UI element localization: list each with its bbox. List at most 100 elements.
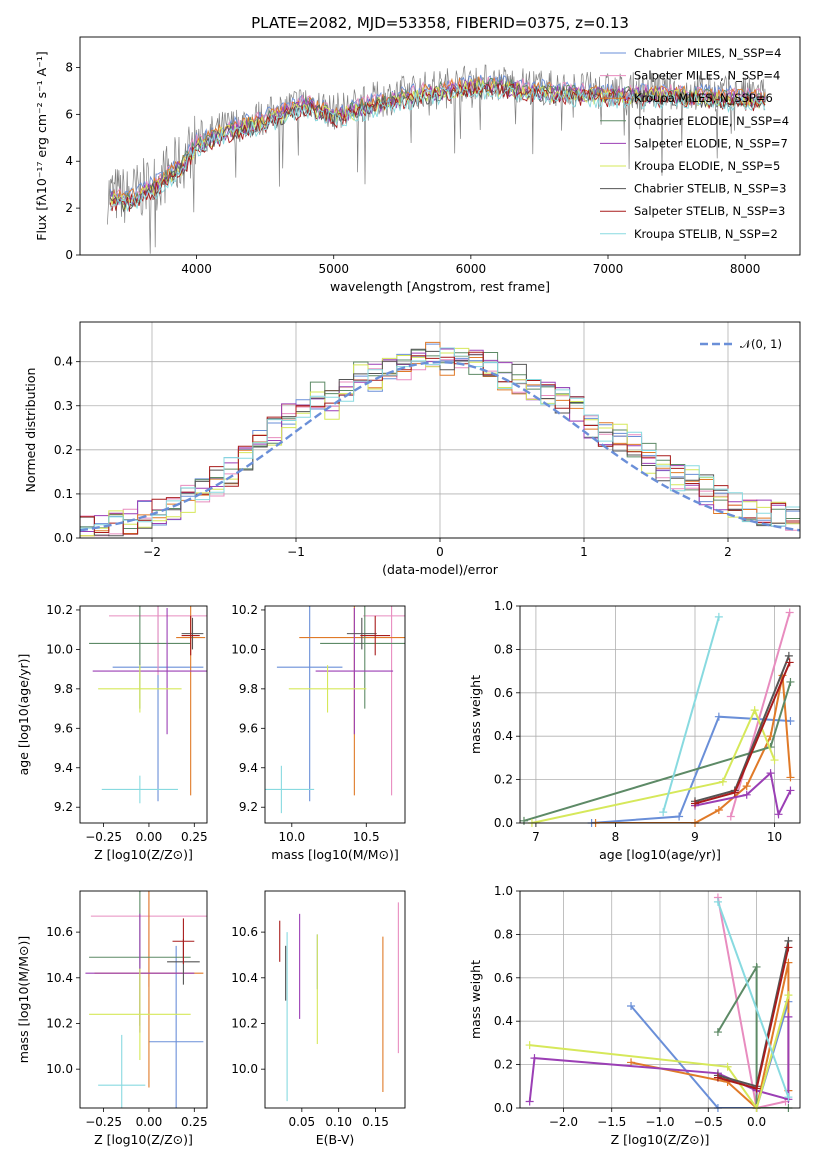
legend-label: Kroupa MILES, N_SSP=6: [634, 91, 773, 105]
weight-marker: [766, 769, 775, 778]
model-spectrum: [110, 76, 766, 206]
model-spectrum: [109, 78, 766, 211]
weight-marker: [784, 1012, 793, 1021]
weight-series: [591, 715, 791, 823]
y-tick-label: 0.2: [494, 773, 513, 787]
y-tick-label: 8: [65, 60, 73, 74]
y-tick-label: 9.4: [54, 761, 73, 775]
x-axis-label: (data-model)/error: [382, 562, 499, 577]
x-axis-label: Z [log10(Z/Z⊙)]: [94, 1132, 193, 1147]
y-tick-label: 0.4: [494, 729, 513, 743]
axes-frame: [519, 890, 801, 1109]
y-tick-label: 0.4: [494, 1014, 513, 1028]
legend-label: Chabrier MILES, N_SSP=4: [634, 46, 781, 60]
x-tick-label: −0.25: [85, 1115, 122, 1129]
x-tick-label: 1: [580, 545, 588, 559]
y-tick-label: 2: [65, 201, 73, 215]
y-axis-label: age [log10(age/yr)]: [16, 654, 31, 776]
x-axis-label: E(B-V): [316, 1132, 355, 1147]
weight-marker: [742, 782, 751, 791]
x-tick-label: 0.25: [181, 1115, 208, 1129]
weight-marker: [786, 717, 795, 726]
x-tick-label: 8: [612, 830, 620, 844]
axes-frame: [264, 605, 406, 824]
legend-label: 𝒩(0, 1): [740, 337, 782, 351]
x-tick-label: 0.25: [181, 830, 208, 844]
y-axis-label: Normed distribution: [23, 368, 38, 493]
legend-label: Kroupa ELODIE, N_SSP=5: [634, 159, 780, 173]
y-tick-label: 10.4: [231, 971, 258, 985]
axes-frame: [519, 605, 801, 824]
weight-marker: [675, 812, 684, 821]
weight-marker: [627, 1058, 636, 1067]
y-tick-label: 9.8: [54, 682, 73, 696]
weight-series: [716, 901, 790, 1098]
y-tick-label: 9.2: [239, 800, 258, 814]
x-tick-label: 10: [767, 830, 782, 844]
y-axis-label: Flux [fλ10⁻¹⁷ erg cm⁻² s⁻¹ A⁻¹]: [34, 51, 49, 240]
x-axis-label: Z [log10(Z/Z⊙)]: [94, 847, 193, 862]
y-tick-label: 10.6: [46, 925, 73, 939]
weight-marker: [714, 612, 723, 621]
x-tick-label: 7000: [593, 262, 624, 276]
panel-3: [261, 609, 367, 827]
weight-series: [630, 962, 790, 1108]
weight-series: [717, 963, 789, 1108]
weight-marker: [627, 1002, 636, 1011]
x-tick-label: −1.5: [597, 1115, 626, 1129]
y-tick-label: 10.0: [46, 642, 73, 656]
x-axis-label: age [log10(age/yr)]: [599, 847, 721, 862]
y-tick-label: 0.0: [494, 816, 513, 830]
y-tick-label: 0.6: [494, 686, 513, 700]
y-tick-label: 10.2: [46, 603, 73, 617]
x-tick-label: 10.5: [353, 830, 380, 844]
weight-marker: [519, 816, 528, 825]
panel-5: [76, 931, 195, 1112]
x-tick-label: 0.05: [288, 1115, 315, 1129]
x-tick-label: −1: [287, 545, 305, 559]
weight-marker: [786, 677, 795, 686]
weight-marker: [691, 799, 699, 808]
weight-marker: [525, 1097, 534, 1106]
weight-marker: [784, 651, 793, 660]
axes-frame: [79, 890, 208, 1109]
weight-marker: [774, 810, 783, 819]
weight-series: [662, 616, 720, 813]
x-axis-label: mass [log10(M/M⊙)]: [271, 847, 399, 862]
weight-marker: [752, 962, 761, 971]
y-tick-label: 10.0: [46, 1062, 73, 1076]
legend-label: Salpeter STELIB, N_SSP=3: [634, 204, 785, 218]
y-tick-label: 0.3: [54, 399, 73, 413]
weight-marker: [713, 1073, 722, 1082]
weight-marker: [786, 773, 795, 782]
y-tick-label: 0.2: [494, 1058, 513, 1072]
y-tick-label: 0.1: [54, 487, 73, 501]
weight-marker: [742, 790, 751, 799]
weight-marker: [784, 991, 793, 1000]
weight-marker: [713, 897, 722, 906]
x-tick-label: 8000: [730, 262, 761, 276]
weight-marker: [785, 658, 794, 667]
axes-frame: [264, 890, 406, 1109]
y-axis-label: mass weight: [468, 675, 483, 754]
y-tick-label: 9.6: [239, 721, 258, 735]
y-tick-label: 0: [65, 248, 73, 262]
x-axis-label: Z [log10(Z/Z⊙)]: [611, 1132, 710, 1147]
weight-marker: [770, 756, 779, 765]
weight-marker: [785, 608, 794, 617]
y-tick-label: 10.4: [46, 971, 73, 985]
y-axis-label: mass [log10(M/M⊙)]: [16, 936, 31, 1064]
weight-series: [716, 897, 786, 1108]
y-tick-label: 9.8: [239, 682, 258, 696]
y-tick-label: 1.0: [494, 599, 513, 613]
x-tick-label: 0.10: [325, 1115, 352, 1129]
legend-label: Salpeter MILES, N_SSP=4: [634, 69, 780, 83]
x-tick-label: 0: [436, 545, 444, 559]
panel-0: [76, 67, 746, 259]
weight-series: [531, 707, 776, 823]
weight-marker: [750, 706, 759, 715]
panel-1: [76, 322, 800, 542]
x-tick-label: 2: [724, 545, 732, 559]
model-spectrum: [109, 83, 766, 212]
x-tick-label: 9: [691, 830, 699, 844]
